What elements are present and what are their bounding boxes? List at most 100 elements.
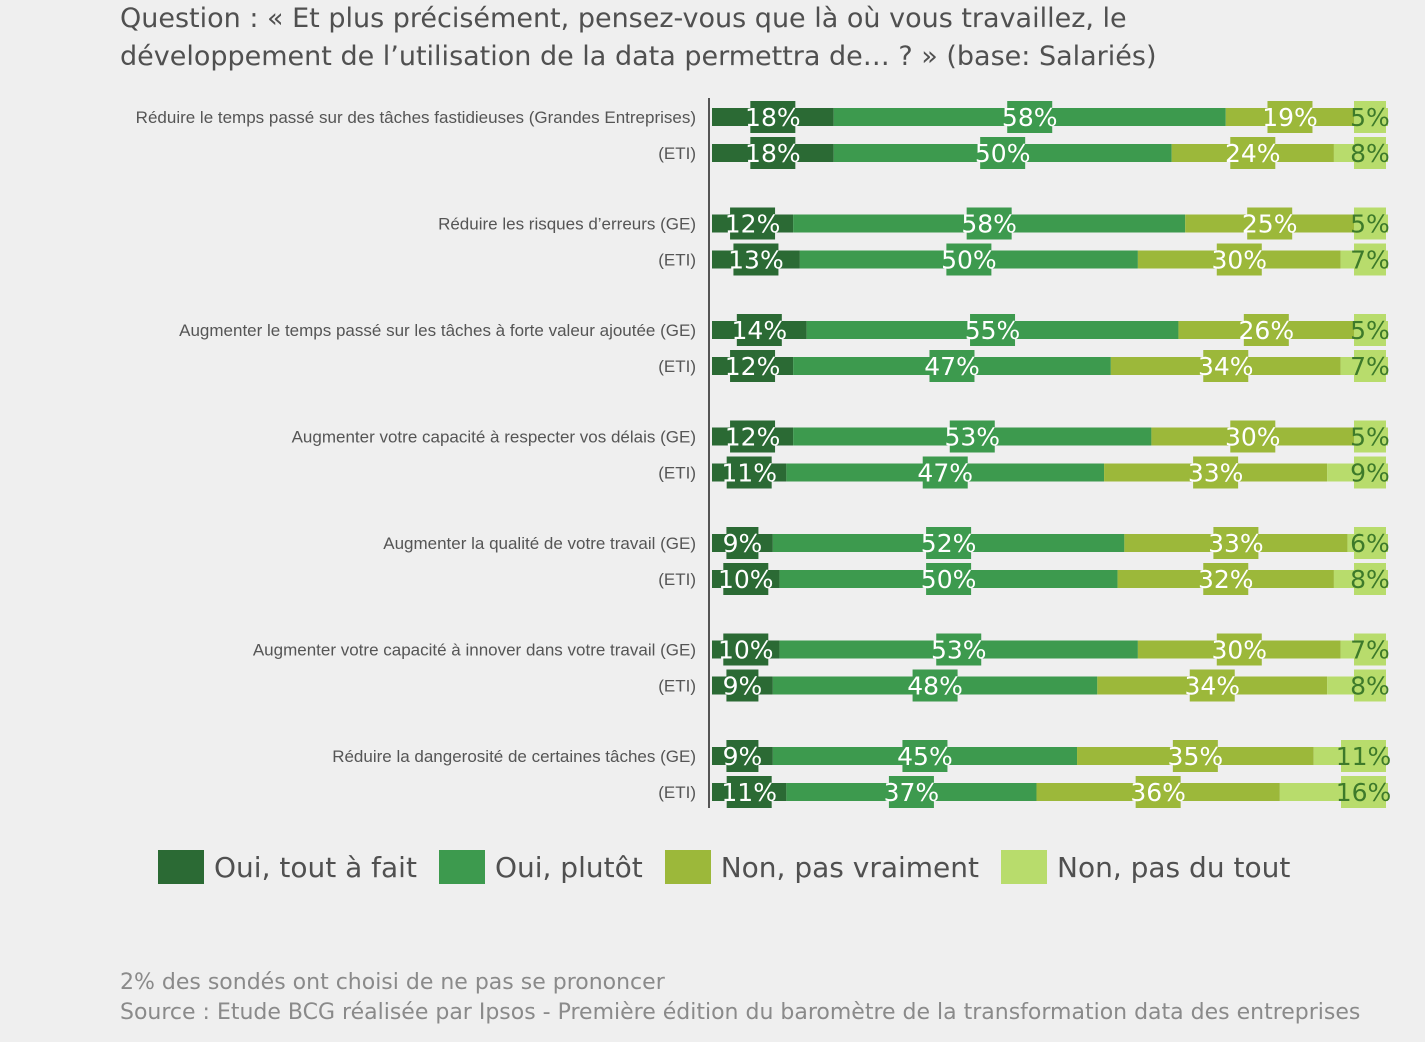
legend-item-non-pas-vraiment: Non, pas vraiment [664,850,979,884]
data-label-box [929,350,975,382]
data-label: 32% [1198,565,1254,594]
footnote: 2% des sondés ont choisi de ne pas se pr… [120,970,665,995]
data-label: 8% [1350,672,1390,701]
legend-label: Oui, plutôt [494,850,643,884]
data-label-box [1007,101,1053,133]
data-label-box [912,669,958,702]
legend-swatch [1001,850,1047,884]
data-label: 53% [944,423,1000,452]
data-label: 36% [1130,778,1186,807]
data-label-box [1341,740,1386,772]
data-label-box [949,420,995,453]
data-label: 9% [723,742,763,771]
data-label-box [1341,776,1386,808]
legend-item-oui-tout-a-fait: Oui, tout à fait [158,850,417,884]
data-label: 33% [1188,459,1244,488]
data-label: 9% [1350,459,1390,488]
data-label: 5% [1350,103,1390,132]
legend-label: Non, pas du tout [1057,850,1291,884]
legend-label: Non, pas vraiment [720,850,979,884]
data-label: 11% [721,778,777,807]
data-label-box [1189,669,1235,702]
data-label: 10% [718,565,774,594]
legend-swatch [158,850,204,884]
data-label: 30% [1225,423,1281,452]
data-label-box [726,527,759,559]
data-label-box [730,207,776,240]
data-label-box [922,456,968,489]
data-label-box [1230,420,1276,453]
data-label-box [888,776,934,808]
data-label: 50% [975,139,1031,168]
data-label-box [1354,243,1386,276]
data-label-box [730,350,776,382]
data-label: 58% [1002,103,1058,132]
question-line-1: Question : « Et plus précisément, pensez… [120,3,1127,34]
category-label: (ETI) [658,677,696,696]
legend-swatch [664,850,711,884]
data-label: 35% [1168,742,1224,771]
data-label: 34% [1198,352,1254,381]
data-label: 13% [728,246,784,275]
data-label-box [1193,456,1239,489]
stacked-bar-chart: Réduire le temps passé sur des tâches fa… [136,98,1391,808]
data-label: 5% [1350,423,1390,452]
data-label: 52% [921,529,977,558]
data-label: 8% [1350,565,1390,594]
data-label: 11% [721,459,777,488]
data-label: 50% [941,246,997,275]
data-label: 12% [725,423,781,452]
data-label: 45% [897,742,953,771]
data-label-box [1213,527,1259,559]
data-label-box [726,740,759,772]
chart-footer: 2% des sondés ont choisi de ne pas se pr… [120,968,1360,1028]
data-label-box [726,776,772,808]
data-label-box [1203,350,1249,382]
data-label-box [736,314,782,346]
category-label: (ETI) [658,783,696,802]
category-label: (ETI) [658,464,696,483]
data-label-box [1354,563,1386,595]
data-label-box [926,563,972,595]
data-label-box [750,101,796,133]
category-label: Réduire le temps passé sur des tâches fa… [136,108,696,127]
data-label: 37% [884,778,940,807]
question-line-2: développement de l’utilisation de la dat… [120,41,1157,72]
category-label: (ETI) [658,144,696,163]
data-label: 25% [1242,210,1298,239]
data-label-box [1354,669,1386,702]
data-label: 19% [1262,103,1318,132]
data-label: 55% [965,316,1021,345]
source-note: Source : Etude BCG réalisée par Ipsos - … [120,1000,1361,1025]
data-label: 7% [1350,636,1390,665]
data-label-box [1354,633,1386,666]
data-label-box [1354,456,1386,489]
data-label: 47% [917,459,973,488]
data-label-box [1354,527,1386,559]
data-label: 7% [1350,246,1390,275]
data-label-box [936,633,982,666]
data-label: 14% [732,316,788,345]
legend-label: Oui, tout à fait [214,850,417,884]
data-label-box [1203,563,1249,595]
data-label: 6% [1350,529,1390,558]
data-label: 34% [1184,672,1240,701]
data-label-box [1216,243,1262,276]
data-label: 53% [931,636,987,665]
category-label: (ETI) [658,251,696,270]
data-label-box [1243,314,1289,346]
data-label-box [1354,420,1386,453]
data-label: 5% [1350,316,1390,345]
legend-swatch [438,850,485,884]
data-label-box [1230,137,1276,169]
data-label-box [1267,101,1313,133]
category-label: Augmenter votre capacité à respecter vos… [292,428,696,447]
data-label-box [726,669,759,702]
data-label: 8% [1350,139,1390,168]
category-label: Augmenter votre capacité à innover dans … [253,641,696,660]
data-label: 26% [1239,316,1295,345]
question-text: Question : « Et plus précisément, pensez… [120,0,1240,76]
data-label-box [723,563,769,595]
data-label-box [730,420,776,453]
data-label: 33% [1208,529,1264,558]
